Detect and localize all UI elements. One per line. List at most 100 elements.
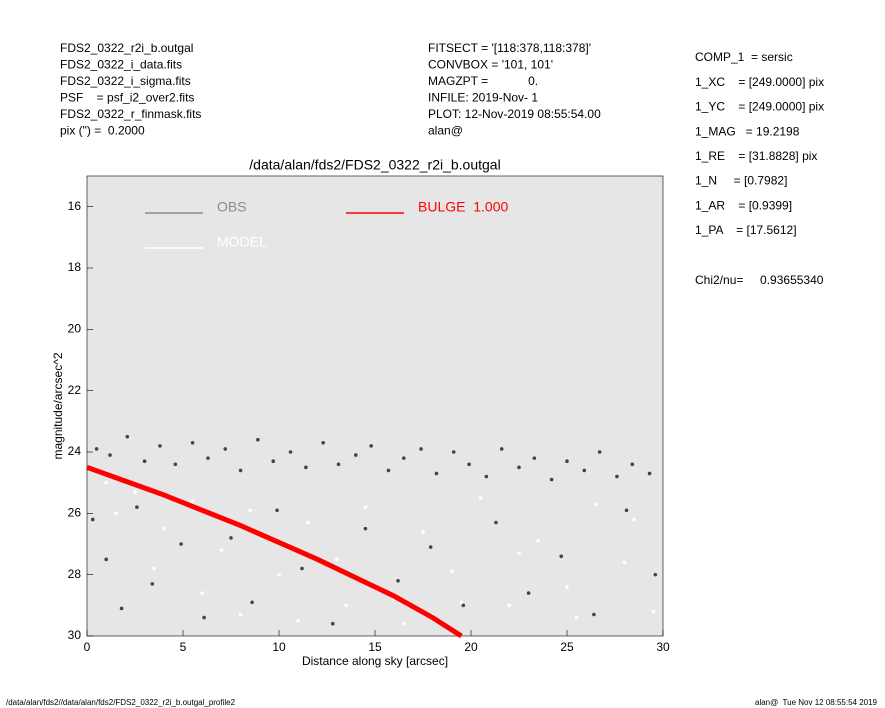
plot-area [86,175,664,637]
x-tick-label: 0 [84,640,91,654]
data-point [238,468,243,473]
legend-label: OBS [217,199,247,215]
data-point [484,474,489,479]
data-point [190,499,195,503]
data-point [219,548,224,552]
data-point [559,554,564,559]
data-point [597,450,602,454]
data-point [592,612,596,617]
x-tick-label: 30 [656,640,670,654]
legend-label: BULGE 1.000 [418,199,508,215]
data-point [250,600,254,605]
header-left-line: FDS2_0322_i_data.fits [60,58,182,72]
data-point [173,462,178,467]
data-point [565,459,569,464]
data-point [321,441,325,445]
header-left-line: FDS2_0322_i_sigma.fits [60,74,191,88]
header-middle-line: CONVBOX = '101, 101' [428,58,553,72]
data-point [594,502,598,506]
y-tick-label: 28 [68,567,82,581]
data-point [330,621,335,626]
header-middle-line: PLOT: 12-Nov-2019 08:55:54.00 [428,107,601,121]
data-point [229,536,233,540]
data-point [162,526,166,531]
data-point [256,437,260,442]
data-point [421,529,425,534]
data-point [402,456,406,460]
y-tick-label: 18 [68,260,82,274]
x-tick-label: 20 [464,640,478,654]
data-point [499,447,504,451]
header-left-line: FDS2_0322_r2i_b.outgal [60,41,193,55]
data-point [549,477,554,482]
header-left-line: pix (") = 0.2000 [60,124,145,138]
data-point [202,615,206,620]
x-tick-label: 10 [272,640,286,654]
data-point [402,621,406,626]
fit-param: 1_YC = [249.0000] pix [695,100,824,114]
data-point [615,474,619,479]
data-point [624,508,629,513]
data-point [653,572,658,577]
data-point [304,465,308,470]
data-point [419,447,423,451]
header-middle-line: MAGZPT = 0. [428,74,538,88]
header-left-line: PSF = psf_i2_over2.fits [60,91,194,105]
data-point [536,539,540,543]
data-point [150,582,155,586]
data-point [179,542,183,546]
data-point [275,508,279,513]
data-point [296,618,301,623]
data-point [336,462,341,467]
data-point [630,462,635,467]
data-point [369,444,373,448]
fit-param: 1_MAG = 19.2198 [695,124,800,138]
data-point [104,557,108,562]
footer-left: /data/alan/fds2//data/alan/fds2/FDS2_032… [6,698,236,707]
data-point [363,526,368,531]
data-point [119,606,124,611]
data-point [306,520,310,525]
y-tick-label: 22 [68,383,82,397]
data-point [459,600,464,605]
legend-label: MODEL [217,234,267,250]
data-point [206,456,210,460]
y-tick-label: 24 [68,444,82,458]
data-point [248,508,252,513]
data-point [142,459,147,464]
header-middle-line: INFILE: 2019-Nov- 1 [428,91,538,105]
data-point [223,447,228,451]
data-point [152,566,156,571]
data-point [200,591,204,595]
data-point [94,447,99,451]
fit-param: COMP_1 = sersic [695,50,793,64]
x-tick-label: 25 [560,640,574,654]
header-middle-line: FITSECT = '[118:378,118:378]' [428,41,591,55]
data-point [651,609,656,614]
fit-param: 1_RE = [31.8828] pix [695,149,817,163]
data-point [532,456,537,460]
data-point [526,591,531,595]
data-point [386,468,391,473]
data-point [104,480,108,485]
data-point [288,450,293,454]
data-point [574,615,579,620]
data-point [507,603,512,608]
data-point [277,572,281,577]
data-point [428,545,433,549]
y-tick-label: 16 [68,199,82,213]
chi2: Chi2/nu= 0.93655340 [695,273,824,287]
data-point [125,434,130,439]
header-middle-line: alan@ [428,124,463,138]
data-point [396,579,400,583]
data-point [517,551,521,555]
footer-right: alan@ Tue Nov 12 08:55:54 2019 [755,698,878,707]
data-point [238,612,243,617]
data-point [434,471,439,476]
data-point [461,603,466,608]
data-point [517,465,521,470]
data-point [108,453,112,457]
data-point [271,459,276,464]
